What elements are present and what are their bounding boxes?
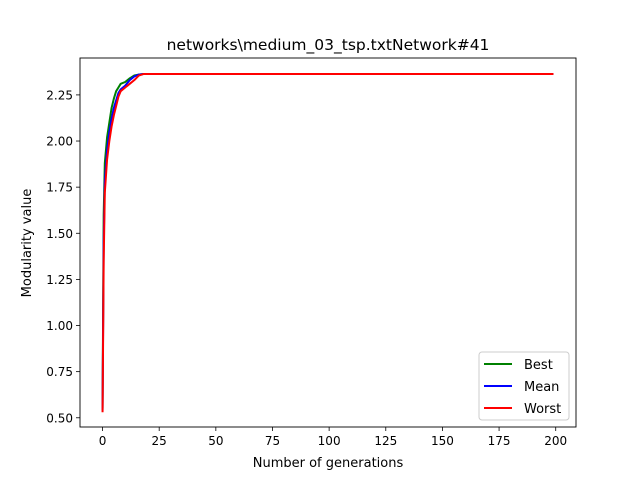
x-tick-label: 125 [374,434,397,448]
x-tick-label: 200 [544,434,567,448]
chart-title: networks\medium_03_tsp.txtNetwork#41 [167,36,490,55]
x-tick-label: 100 [318,434,341,448]
y-tick-label: 1.25 [46,273,73,287]
x-tick-label: 50 [208,434,223,448]
y-tick-label: 0.75 [46,365,73,379]
y-tick-label: 2.25 [46,88,73,102]
series-layer [101,73,554,413]
x-tick-label: 150 [431,434,454,448]
y-tick-label: 0.50 [46,411,73,425]
y-tick-label: 1.00 [46,319,73,333]
y-axis-label: Modularity value [20,189,35,298]
y-axis: 0.50 0.75 1.00 1.25 1.50 1.75 2.00 2.25 [46,88,80,425]
legend-label-best: Best [524,358,553,373]
x-axis-label: Number of generations [253,456,404,471]
x-tick-label: 175 [488,434,511,448]
legend: Best Mean Worst [478,351,570,421]
x-tick-label: 75 [265,434,280,448]
legend-frame [478,351,570,421]
x-tick-label: 0 [99,434,107,448]
x-tick-label: 25 [152,434,167,448]
legend-label-mean: Mean [524,380,559,395]
y-tick-label: 1.50 [46,227,73,241]
legend-label-worst: Worst [524,402,561,417]
plot-frame [79,57,577,428]
y-tick-label: 2.00 [46,135,73,149]
series-line-worst [101,73,554,413]
y-tick-label: 1.75 [46,181,73,195]
x-axis: 0 25 50 75 100 125 150 175 200 [99,427,567,448]
